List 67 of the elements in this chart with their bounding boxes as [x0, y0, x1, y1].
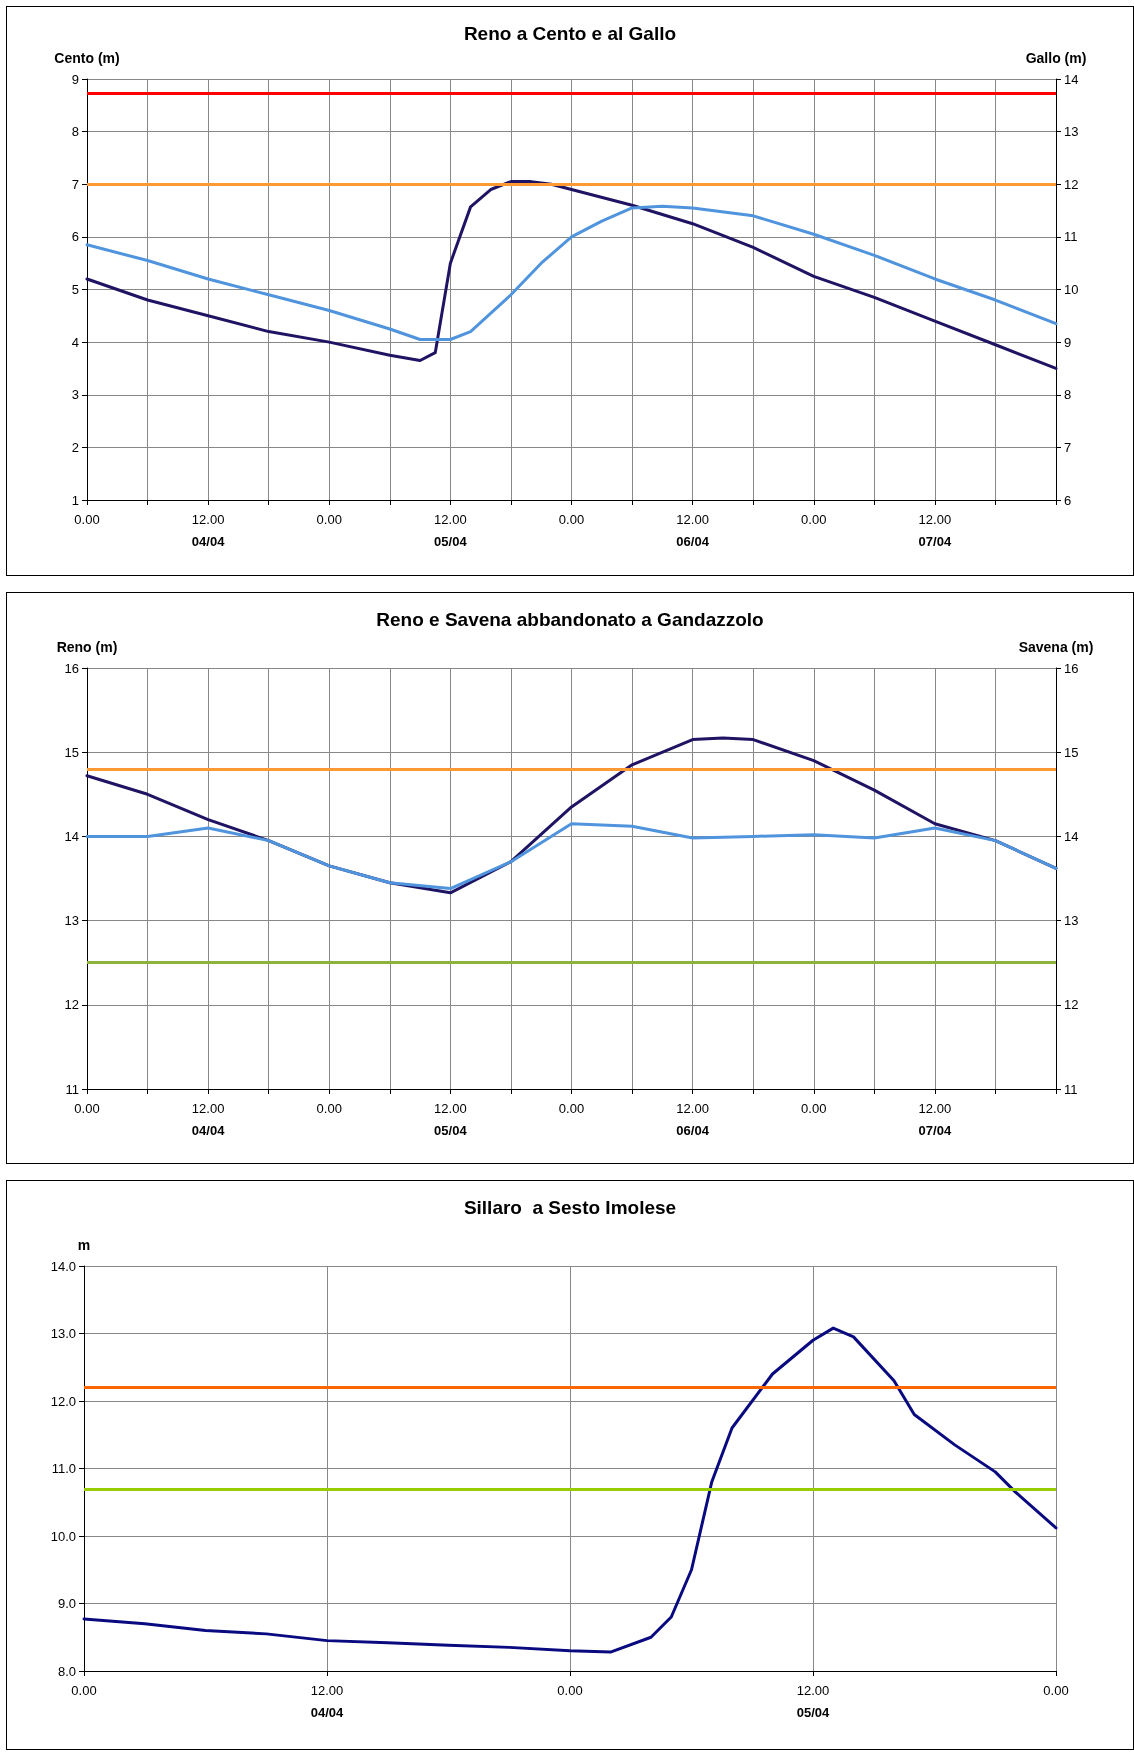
y2-tick-label: 8: [1064, 387, 1072, 403]
y2-tick-label: 13: [1064, 913, 1079, 929]
y-tick-label: 1: [71, 492, 79, 508]
y2-tick-label: 11: [1064, 1081, 1078, 1097]
y-tick-label: 12: [64, 997, 79, 1013]
y2-tick-label: 12: [1064, 176, 1079, 192]
y2-tick-label: 15: [1064, 744, 1079, 760]
y-tick-label: 9.0: [57, 1596, 76, 1611]
x-tick-label: 12.00 05/04: [796, 1682, 831, 1720]
x-tick-label: 12.00 04/04: [191, 511, 226, 549]
x-tick-label: 12.00 07/04: [918, 1100, 952, 1138]
y-tick-label: 3: [71, 387, 79, 403]
y-tick-label: 9: [71, 71, 79, 87]
y-tick-label: 14: [64, 828, 79, 844]
x-tick-label: 0.00: [558, 1100, 585, 1116]
y-axis-title: m: [77, 1237, 91, 1253]
x-tick-label: 0.00: [557, 1682, 583, 1698]
y-tick-label: 4: [71, 334, 79, 350]
chart-title: Sillaro a Sesto Imolese: [463, 1197, 677, 1218]
y-tick-label: 8.0: [57, 1663, 76, 1679]
y2-tick-label: 11: [1064, 229, 1078, 245]
line-series: [85, 822, 1058, 891]
y-tick-label: 15: [64, 744, 79, 760]
x-tick-label: 0.00: [74, 1100, 100, 1116]
x-tick-label: 12.00 05/04: [434, 1100, 468, 1138]
x-tick-label: 0.00: [316, 1100, 342, 1116]
x-tick-label: 12.00 05/04: [434, 511, 468, 549]
y-tick-label: 7: [71, 176, 79, 192]
x-tick-label: 0.00: [1043, 1682, 1069, 1698]
x-tick-label: 12.00 04/04: [310, 1682, 345, 1720]
x-tick-label: 0.00: [74, 511, 100, 527]
y2-tick-label: 16: [1064, 660, 1079, 676]
y-tick-label: 13.0: [50, 1326, 76, 1341]
y-tick-label: 11.0: [51, 1461, 76, 1476]
y2-tick-label: 12: [1064, 997, 1079, 1013]
x-tick-label: 0.00: [71, 1682, 97, 1698]
x-tick-label: 0.00: [558, 511, 585, 527]
y2-tick-label: 7: [1064, 439, 1072, 455]
y2-axis-title: Gallo (m): [1025, 50, 1087, 66]
y2-tick-label: 14: [1064, 71, 1079, 87]
x-tick-label: 12.00 04/04: [191, 1100, 226, 1138]
x-tick-label: 0.00: [316, 511, 342, 527]
x-tick-label: 12.00 06/04: [676, 1100, 710, 1138]
y-tick-label: 6: [71, 229, 79, 245]
y2-tick-label: 6: [1064, 492, 1072, 508]
y-axis-title: Cento (m): [54, 50, 120, 66]
chart-title: Reno a Cento e al Gallo: [463, 23, 677, 44]
y-tick-label: 12.0: [50, 1393, 76, 1409]
y-tick-label: 2: [71, 439, 79, 455]
x-tick-label: 12.00 07/04: [918, 511, 952, 549]
y2-tick-label: 9: [1064, 334, 1072, 350]
y2-tick-label: 14: [1064, 828, 1079, 844]
y-tick-label: 11: [65, 1081, 79, 1097]
y-tick-label: 13: [64, 913, 79, 929]
x-tick-label: 12.00 06/04: [676, 511, 710, 549]
y-tick-label: 8: [71, 124, 79, 140]
chart-title: Reno e Savena abbandonato a Gandazzolo: [376, 609, 764, 630]
x-tick-label: 0.00: [801, 511, 827, 527]
y2-tick-label: 10: [1064, 282, 1079, 297]
y-tick-label: 5: [71, 282, 79, 297]
x-tick-label: 0.00: [801, 1100, 827, 1116]
y2-tick-label: 13: [1064, 124, 1079, 140]
y-tick-label: 14.0: [50, 1258, 76, 1274]
y-axis-title: Reno (m): [56, 639, 118, 655]
y-tick-label: 16: [64, 660, 79, 676]
y-tick-label: 10.0: [50, 1528, 76, 1544]
y2-axis-title: Savena (m): [1018, 639, 1094, 655]
